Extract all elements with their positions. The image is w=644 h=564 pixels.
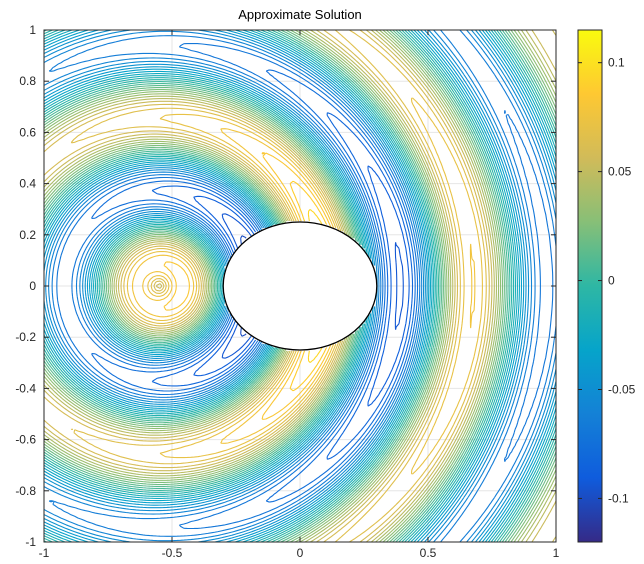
- contour-level-line: [43, 29, 557, 543]
- colorbar-box: [577, 29, 603, 543]
- contour-level-line: [151, 112, 414, 460]
- contour-level-line: [43, 29, 557, 543]
- contour-level-line: [193, 165, 410, 407]
- y-tick-label: -1: [25, 535, 36, 549]
- colorbar-ticks: -0.1 -0.05 0 0.05 0.1: [578, 56, 636, 505]
- colorbar: -0.1 -0.05 0 0.05 0.1: [577, 29, 636, 543]
- contour-level-line: [240, 235, 247, 337]
- x-tick-label: 0.5: [420, 546, 437, 560]
- contour-level-line: [43, 29, 557, 543]
- contour-level-line: [131, 128, 476, 444]
- colorbar-gradient: [578, 30, 602, 542]
- contour-level-line: [43, 29, 557, 543]
- colorbar-tick-label: 0.05: [608, 165, 632, 179]
- contour-level-line: [43, 29, 557, 543]
- contour-level-line: [43, 29, 557, 543]
- contour-level-line: [48, 29, 557, 543]
- contour-level-line: [91, 69, 416, 503]
- y-tick-label: 0.4: [19, 177, 36, 191]
- contour-level-line: [43, 29, 557, 543]
- contour-level-line: [70, 29, 487, 543]
- contour-level-line: [43, 29, 557, 543]
- x-tick-label: -0.5: [162, 546, 183, 560]
- contour-level-line: [56, 42, 554, 530]
- y-tick-label: -0.8: [15, 484, 36, 498]
- contour-level-line: [289, 180, 329, 392]
- contour-level-line: [43, 29, 557, 543]
- contour-level-line: [43, 29, 557, 543]
- y-tick-label: -0.6: [15, 433, 36, 447]
- y-tick-label: 0.6: [19, 125, 36, 139]
- plot-area: -1 -0.5 0 0.5 1 -1 -0.8 -0.6 -0.4 -0.2 0 0.2 0.4 0.6…: [15, 23, 559, 560]
- chart-title: Approximate Solution: [238, 7, 362, 22]
- contour-lines: [43, 29, 557, 543]
- x-tick-label: 1: [553, 546, 560, 560]
- y-tick-label: 1: [29, 23, 36, 37]
- x-axis-tick-labels: -1 -0.5 0 0.5 1: [39, 546, 560, 560]
- y-tick-label: 0.2: [19, 228, 36, 242]
- contour-level-line: [43, 29, 557, 543]
- contour-level-line: [163, 152, 332, 420]
- contour-level-line: [43, 29, 557, 543]
- contour-level-line: [43, 29, 557, 543]
- scatterer-obstacle: [222, 221, 378, 351]
- contour-level-line: [126, 97, 483, 475]
- contour-level-line: [221, 213, 404, 359]
- colorbar-tick-label: -0.05: [608, 382, 636, 396]
- x-tick-label: 0: [297, 546, 304, 560]
- colorbar-tick-label: 0: [608, 274, 615, 288]
- y-tick-label: 0: [29, 279, 36, 293]
- y-axis-tick-labels: -1 -0.8 -0.6 -0.4 -0.2 0 0.2 0.4 0.6 0.8 1: [15, 23, 36, 549]
- contour-level-line: [43, 29, 557, 543]
- colorbar-tick-label: 0.1: [608, 56, 625, 70]
- colorbar-tick-label: -0.1: [608, 491, 629, 505]
- y-tick-label: 0.8: [19, 74, 36, 88]
- y-tick-label: -0.4: [15, 381, 36, 395]
- contour-level-line: [43, 29, 557, 543]
- contour-level-line: [307, 209, 323, 363]
- axis-ticks: [43, 29, 557, 543]
- x-tick-label: -1: [39, 546, 50, 560]
- y-tick-label: -0.2: [15, 330, 36, 344]
